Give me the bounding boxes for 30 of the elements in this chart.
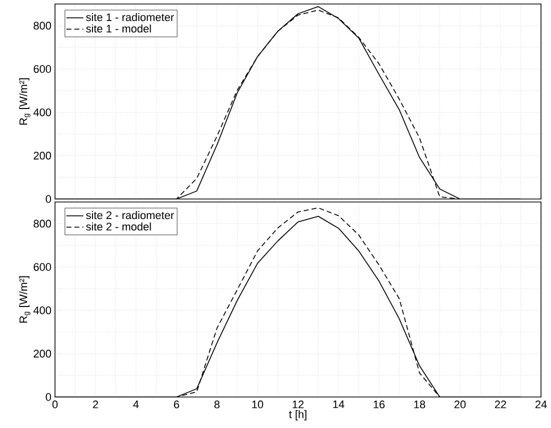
x-tick-label: 18 — [414, 400, 426, 408]
y-tick-label: 800 — [34, 22, 52, 30]
x-tick-label: 24 — [535, 400, 547, 408]
x-axis-title: t [h] — [289, 410, 306, 420]
legend-label: site 1 - radiometer — [86, 13, 174, 22]
y-tick-label: 800 — [34, 220, 52, 228]
y-tick-label: 0 — [46, 195, 52, 203]
legend-label: site 2 - radiometer — [86, 211, 174, 220]
y-tick-label: 600 — [34, 65, 52, 73]
y-axis-title: R$_{g}$ [W/m²] — [19, 276, 30, 323]
y-tick-label: 400 — [33, 306, 52, 314]
x-tick-label: 8 — [214, 400, 220, 408]
y-tick-label: 200 — [34, 152, 52, 160]
x-tick-label: 16 — [374, 400, 385, 408]
x-tick-label: 4 — [133, 400, 139, 408]
x-tick-label: 20 — [454, 400, 466, 408]
x-tick-label: 0 — [52, 400, 58, 408]
x-tick-label: 12 — [292, 400, 304, 408]
x-tick-label: 14 — [333, 400, 344, 408]
x-tick-label: 10 — [252, 400, 264, 408]
legend-label: site 1 - model — [86, 24, 151, 33]
x-tick-label: 2 — [93, 400, 98, 408]
y-tick-label: 200 — [34, 350, 52, 358]
y-tick-label: 400 — [33, 108, 52, 116]
y-tick-label: 600 — [34, 263, 52, 271]
legend-label: site 2 - model — [86, 222, 151, 231]
y-tick-label: 0 — [46, 393, 52, 401]
x-tick-label: 22 — [494, 400, 506, 408]
x-tick-label: 6 — [174, 400, 180, 408]
y-axis-title: R$_{g}$ [W/m²] — [19, 78, 30, 125]
